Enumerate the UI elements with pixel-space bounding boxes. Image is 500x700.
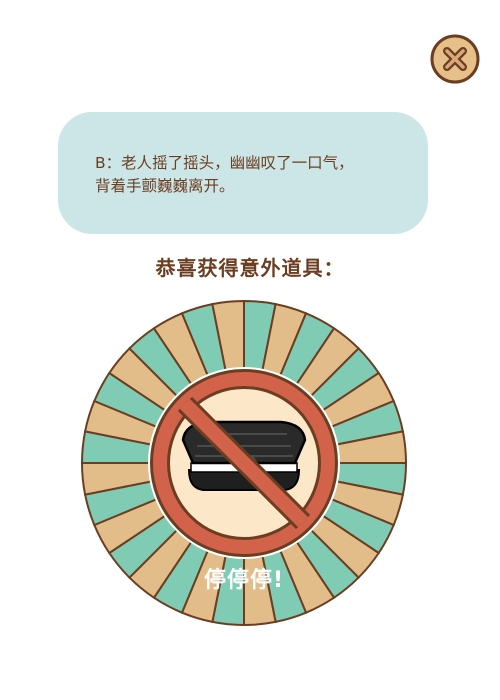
dialog-box: B：老人摇了摇头，幽幽叹了一口气， 背着手颤巍巍离开。 bbox=[58, 112, 428, 234]
close-icon[interactable] bbox=[430, 34, 480, 84]
reward-title: 恭喜获得意外道具： bbox=[155, 256, 345, 280]
reward-caption: 停停停! bbox=[203, 568, 285, 593]
dialog-line-1: B：老人摇了摇头，幽幽叹了一口气， bbox=[95, 154, 354, 172]
reward-item-graphic bbox=[81, 300, 407, 626]
prohibition-sign-icon bbox=[150, 369, 338, 557]
dialog-line-2: 背着手颤巍巍离开。 bbox=[95, 177, 235, 195]
